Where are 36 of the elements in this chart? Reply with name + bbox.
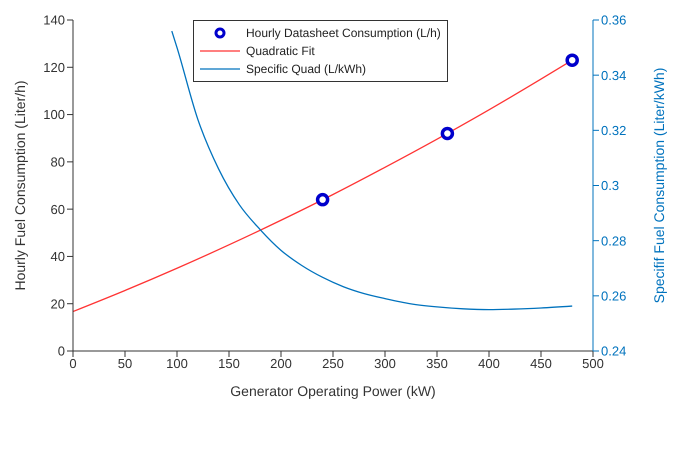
y-tick-label: 120 (43, 60, 65, 75)
x-tick-label: 50 (118, 356, 132, 372)
y-tick-label: 60 (50, 202, 65, 217)
y-tick-label: 0 (58, 344, 65, 359)
x-tick-label: 150 (218, 356, 240, 372)
y-axis-title: Hourly Fuel Consumption (Liter/h) (12, 80, 28, 291)
x-tick-label: 100 (166, 356, 188, 372)
x-axis-title: Generator Operating Power (kW) (230, 383, 436, 399)
y-tick-label: 80 (50, 154, 65, 170)
y-tick-label: 20 (50, 296, 65, 312)
x-tick-label: 400 (478, 356, 500, 372)
x-tick-label: 450 (530, 356, 552, 372)
x-tick-label: 250 (322, 356, 344, 372)
y-tick-label: 40 (50, 249, 65, 264)
point (565, 53, 579, 67)
y2-tick-label: 0.36 (601, 12, 626, 28)
y2-axis-title: Specifif Fuel Consumption (Liter/kWh) (650, 68, 667, 304)
legend-label: Quadratic Fit (246, 44, 315, 58)
x-tick-label: 350 (426, 356, 448, 372)
x-tick-label: 200 (270, 356, 292, 372)
point (316, 192, 330, 206)
point (440, 126, 454, 140)
x-tick-label: 300 (374, 356, 396, 372)
legend-label: Hourly Datasheet Consumption (L/h) (246, 26, 441, 40)
y2-tick-label: 0.32 (601, 122, 626, 138)
y2-tick-label: 0.26 (601, 288, 626, 304)
y2-tick-label: 0.34 (601, 68, 626, 83)
x-tick-label: 0 (69, 356, 77, 372)
x-tick-label: 500 (582, 356, 604, 372)
y2-tick-label: 0.3 (601, 178, 620, 194)
y-tick-label: 100 (43, 107, 65, 122)
line-series (171, 30, 573, 310)
legend-label: Specific Quad (L/kWh) (246, 62, 366, 76)
y2-tick-label: 0.28 (601, 233, 626, 248)
y-tick-label: 140 (43, 12, 65, 28)
y2-tick-label: 0.24 (601, 344, 626, 359)
